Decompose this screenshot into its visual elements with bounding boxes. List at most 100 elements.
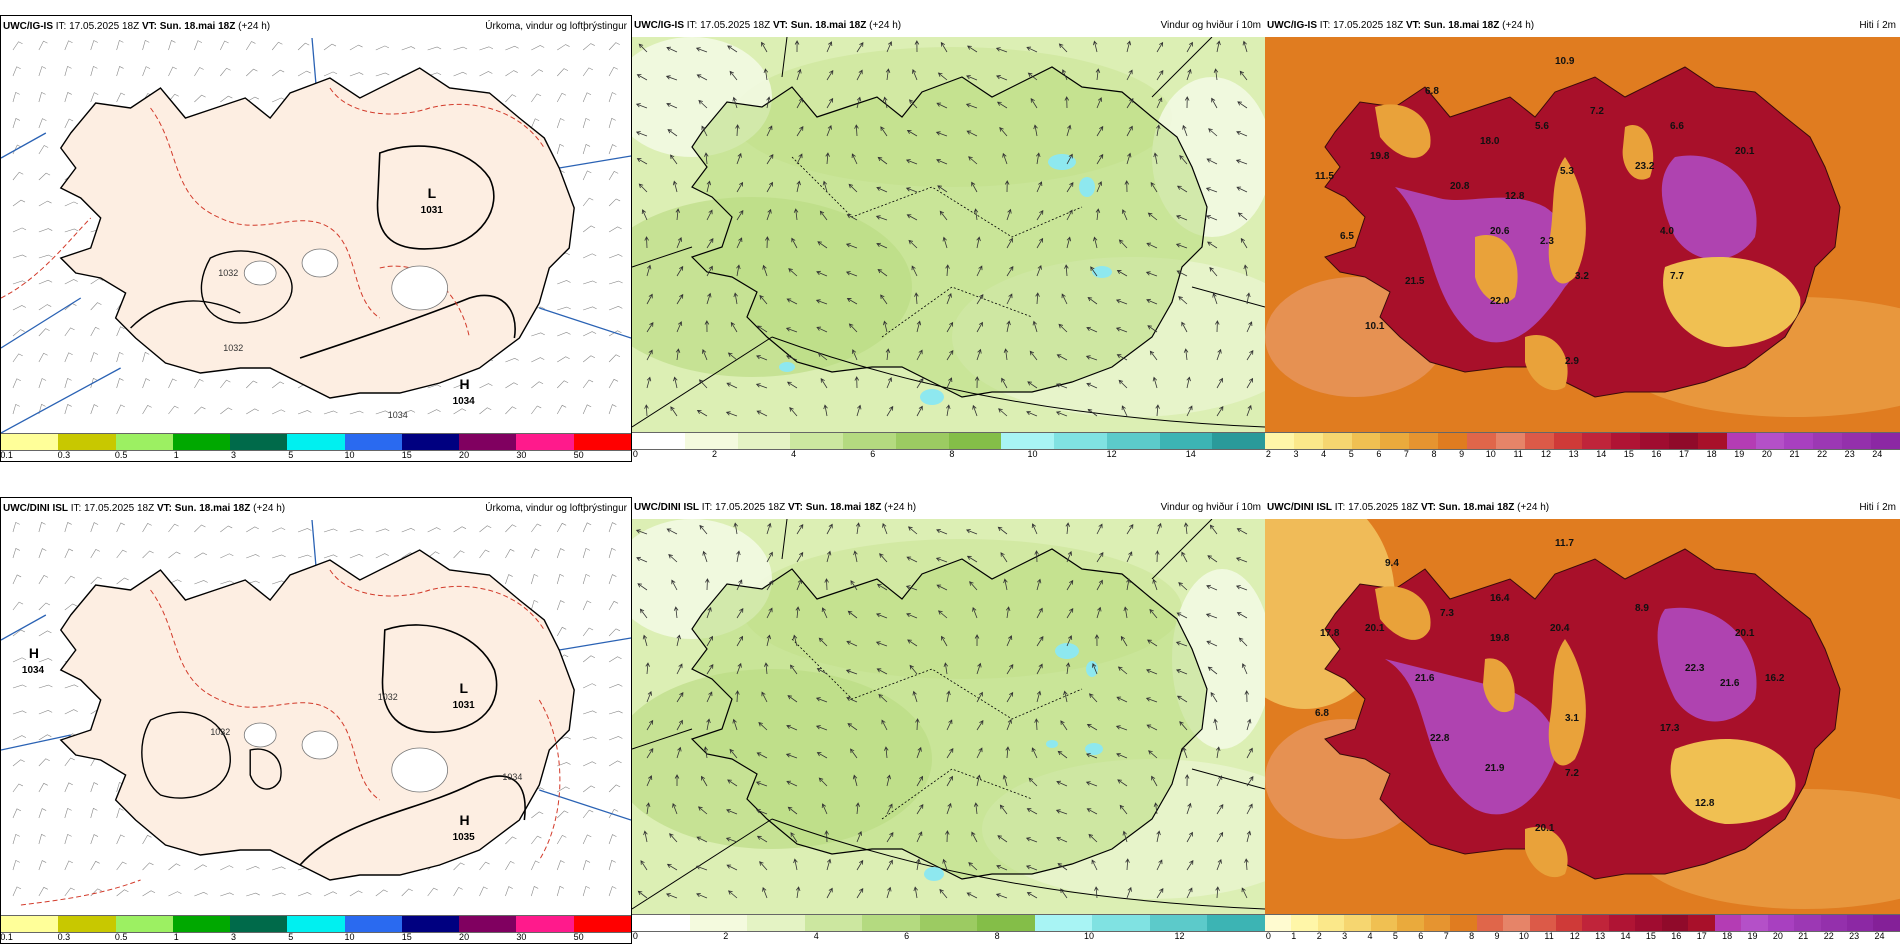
- wind-arrow: [1032, 320, 1038, 333]
- wind-barb: [64, 92, 72, 103]
- wind-arrow: [1235, 585, 1248, 591]
- wind-barb: [453, 526, 467, 533]
- wind-arrow: [1209, 524, 1218, 535]
- wind-arrow: [766, 125, 773, 137]
- legend-tick: 20: [459, 450, 470, 460]
- wind-arrow: [1086, 326, 1098, 333]
- wind-arrow: [875, 613, 888, 619]
- wind-arrow: [968, 862, 978, 871]
- legend-tick: 3: [1293, 449, 1299, 459]
- wind-arrow: [1146, 298, 1158, 305]
- wind-arrow: [696, 836, 708, 843]
- wind-arrow: [736, 550, 741, 563]
- wind-barb: [90, 549, 100, 559]
- legend-tick: 13: [1595, 931, 1606, 941]
- wind-barb: [12, 735, 27, 741]
- wind-arrow: [876, 186, 888, 193]
- wind-arrow: [853, 550, 858, 563]
- wind-arrow: [847, 610, 858, 619]
- wind-arrow: [1149, 350, 1158, 361]
- wind-arrow: [856, 42, 864, 53]
- legend-tick: 5: [288, 450, 294, 460]
- wind-barb: [246, 68, 258, 77]
- temp-value-label: 16.2: [1765, 673, 1785, 684]
- low-center-value: 1031: [453, 700, 476, 711]
- temp-value-label: 21.5: [1405, 276, 1425, 287]
- wind-arrow: [1120, 635, 1128, 647]
- wind-arrow: [999, 127, 1008, 137]
- wind-arrow: [796, 579, 802, 591]
- temp-legend-ticks: 2 3 4 5 6 7 8 9 10 11 12 13 14 15 16 17 18 19 20 21 22 23 24: [1265, 448, 1900, 462]
- wind-arrow: [1184, 774, 1190, 787]
- wind-barb: [271, 69, 285, 77]
- wind-arrow: [972, 606, 978, 619]
- wind-barb: [556, 404, 567, 415]
- wind-barb: [90, 326, 100, 337]
- wind-arrow: [1117, 779, 1128, 787]
- wind-arrow: [736, 264, 741, 277]
- wind-arrow: [822, 180, 828, 193]
- wind-barb: [556, 522, 567, 533]
- wind-arrow: [1145, 271, 1158, 277]
- wind-barb: [531, 69, 544, 77]
- wind-arrow: [974, 376, 980, 389]
- wind-arrow: [968, 156, 978, 165]
- wind-arrow: [1123, 606, 1128, 619]
- wind-arrow: [826, 69, 834, 81]
- precip-map: H 1034 L 1031 H 1035 1032 1032 1034: [1, 520, 631, 915]
- wind-arrow: [905, 159, 918, 165]
- wind-barb: [116, 889, 129, 897]
- wind-barb: [479, 71, 493, 77]
- wind-arrow: [755, 809, 768, 815]
- temp-value-label: 20.1: [1735, 628, 1755, 639]
- precip-panel-row2: UWC/DINI ISL IT: 17.05.2025 18Z VT: Sun.…: [0, 497, 632, 944]
- wind-barb: [220, 892, 234, 897]
- wind-arrow: [736, 579, 743, 591]
- wind-arrow: [818, 637, 828, 647]
- wind-barb: [349, 410, 364, 415]
- temp-value-label: 4.0: [1660, 226, 1674, 237]
- wind-barb: [168, 891, 182, 897]
- wind-barb: [349, 890, 363, 897]
- legend-tick: 3: [1342, 931, 1348, 941]
- legend-tick: 20: [459, 932, 470, 942]
- legend-tick: 3: [230, 932, 236, 942]
- temp-value-label: 10.1: [1365, 321, 1385, 332]
- wind-arrow: [793, 858, 798, 871]
- wind-arrow: [1147, 212, 1158, 221]
- wind-barb: [582, 43, 595, 51]
- wind-arrow: [846, 298, 858, 305]
- wind-barb: [505, 406, 517, 415]
- wind-arrow: [936, 158, 948, 165]
- wind-arrow: [727, 890, 738, 899]
- wind-arrow: [1208, 128, 1218, 137]
- wind-barb: [453, 886, 463, 897]
- wind-arrow: [1122, 830, 1128, 843]
- wind-barb: [582, 809, 594, 819]
- wind-arrow: [1207, 666, 1218, 675]
- wind-arrow: [1061, 69, 1068, 81]
- temp-value-label: 11.5: [1315, 171, 1334, 182]
- wind-barb: [64, 327, 75, 337]
- wind-barb: [582, 859, 591, 871]
- wind-barb: [90, 92, 99, 103]
- temp-value-label: 8.9: [1635, 603, 1649, 614]
- temp-value-label: 6.6: [1670, 121, 1684, 132]
- legend-tick: 9: [1494, 931, 1500, 941]
- wind-arrow: [976, 720, 984, 731]
- wind-arrow: [1026, 410, 1038, 417]
- wind-arrow: [726, 864, 738, 871]
- wind-arrow: [821, 607, 828, 619]
- legend-tick: 10: [1084, 931, 1095, 941]
- wind-arrow: [706, 238, 714, 249]
- wind-arrow: [1210, 691, 1218, 703]
- wind-arrow: [643, 830, 648, 843]
- wind-barb: [246, 526, 259, 533]
- high-center-value: 1034: [453, 396, 476, 407]
- wind-barb: [12, 66, 21, 77]
- legend-tick: 8: [949, 449, 955, 459]
- wind-arrow: [727, 45, 738, 53]
- wind-barb: [557, 380, 569, 389]
- wind-arrow: [668, 554, 678, 563]
- wind-arrow: [762, 886, 768, 899]
